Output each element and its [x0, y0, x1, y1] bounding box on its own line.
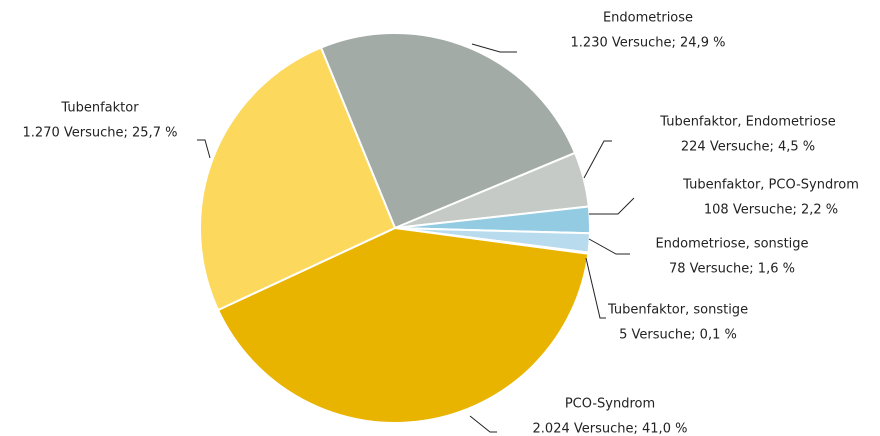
- slice-label: Tubenfaktor: [60, 101, 139, 116]
- value-label: 1.270 Versuche; 25,7 %: [23, 126, 178, 141]
- leader-line: [197, 139, 211, 159]
- value-label: 78 Versuche; 1,6 %: [669, 262, 795, 277]
- leader-line: [588, 238, 630, 255]
- slice-label: Tubenfaktor, sonstige: [607, 303, 748, 318]
- slice-label: PCO-Syndrom: [565, 397, 655, 412]
- leader-line: [585, 257, 606, 319]
- leader-line: [471, 43, 517, 53]
- leader-line: [469, 415, 497, 433]
- pie-slice: [199, 46, 397, 312]
- slice-label: Endometriose: [603, 11, 693, 26]
- leader-line: [583, 140, 612, 179]
- leader-line: [589, 197, 635, 215]
- slice-label: Endometriose, sonstige: [655, 237, 808, 252]
- value-label: 5 Versuche; 0,1 %: [619, 328, 737, 343]
- value-label: 108 Versuche; 2,2 %: [704, 203, 838, 218]
- value-label: 224 Versuche; 4,5 %: [681, 140, 815, 155]
- pie-slice: [216, 226, 590, 424]
- slice-label: Tubenfaktor, PCO-Syndrom: [682, 178, 859, 193]
- value-label: 2.024 Versuche; 41,0 %: [533, 422, 688, 436]
- value-label: 1.230 Versuche; 24,9 %: [571, 36, 726, 51]
- slice-label: Tubenfaktor, Endometriose: [659, 115, 836, 130]
